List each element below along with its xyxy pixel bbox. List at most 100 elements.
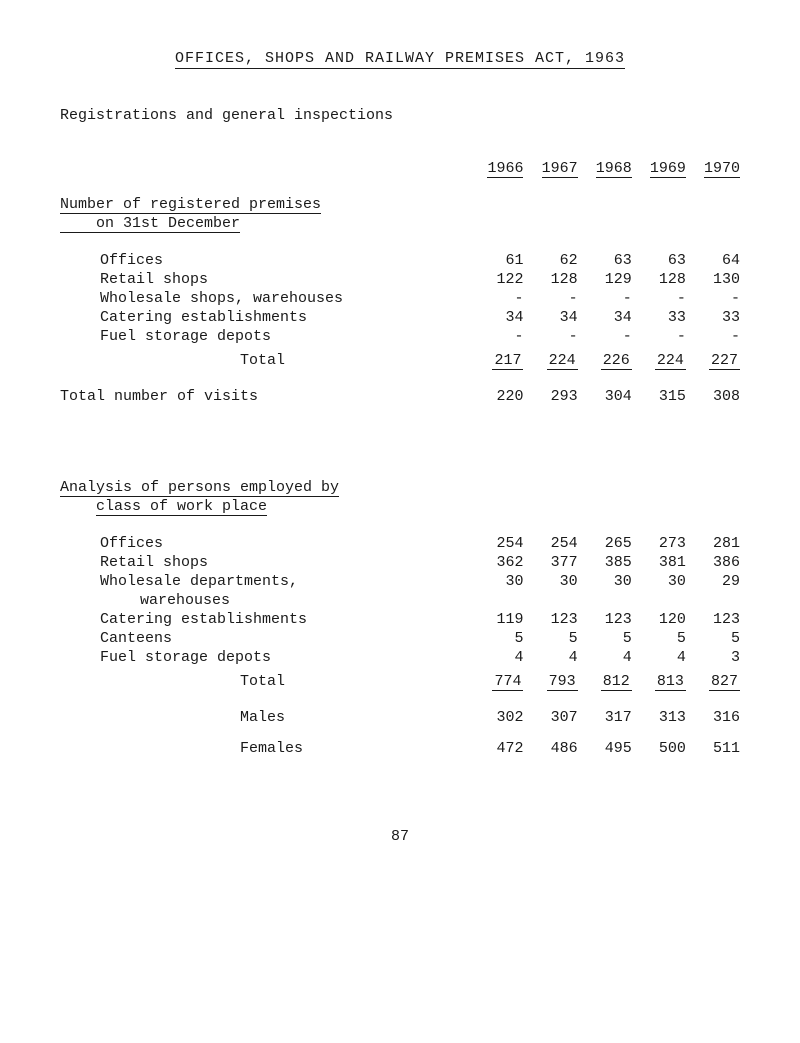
cell: 63 bbox=[632, 251, 686, 270]
cell: 226 bbox=[601, 352, 632, 370]
cell: 304 bbox=[578, 387, 632, 406]
table-row: warehouses bbox=[60, 591, 740, 610]
section2-head-b: class of work place bbox=[96, 498, 267, 516]
cell: 61 bbox=[469, 251, 523, 270]
data-table: 1966 1967 1968 1969 1970 Number of regis… bbox=[60, 159, 740, 758]
cell: 293 bbox=[523, 387, 577, 406]
year-col: 1968 bbox=[596, 160, 632, 178]
cell: - bbox=[632, 289, 686, 308]
table-row: Wholesale shops, warehouses - - - - - bbox=[60, 289, 740, 308]
cell: 64 bbox=[686, 251, 740, 270]
cell: 495 bbox=[578, 739, 632, 758]
cell: - bbox=[469, 327, 523, 346]
cell: 34 bbox=[523, 308, 577, 327]
cell: 4 bbox=[469, 648, 523, 667]
cell: 5 bbox=[686, 629, 740, 648]
cell: 30 bbox=[578, 572, 632, 591]
row-label: Wholesale departments, bbox=[60, 572, 469, 591]
total-row: Total 774 793 812 813 827 bbox=[60, 667, 740, 696]
page-number: 87 bbox=[60, 828, 740, 845]
cell: 827 bbox=[709, 673, 740, 691]
cell: - bbox=[632, 327, 686, 346]
cell: 4 bbox=[578, 648, 632, 667]
cell: - bbox=[469, 289, 523, 308]
cell: 33 bbox=[686, 308, 740, 327]
cell: 793 bbox=[547, 673, 578, 691]
cell: - bbox=[578, 327, 632, 346]
cell: 119 bbox=[469, 610, 523, 629]
cell: 377 bbox=[523, 553, 577, 572]
cell: 130 bbox=[686, 270, 740, 289]
cell: 281 bbox=[686, 534, 740, 553]
cell: 29 bbox=[686, 572, 740, 591]
cell: 34 bbox=[578, 308, 632, 327]
section2-head-a: Analysis of persons employed by bbox=[60, 479, 339, 497]
section1-head-b: on 31st December bbox=[60, 215, 240, 233]
cell: 381 bbox=[632, 553, 686, 572]
cell: 308 bbox=[686, 387, 740, 406]
year-col: 1966 bbox=[487, 160, 523, 178]
cell: 220 bbox=[469, 387, 523, 406]
cell: 313 bbox=[632, 708, 686, 727]
cell: 385 bbox=[578, 553, 632, 572]
table-row: Catering establishments 119 123 123 120 … bbox=[60, 610, 740, 629]
table-row: Retail shops 122 128 129 128 130 bbox=[60, 270, 740, 289]
row-label: Offices bbox=[60, 251, 469, 270]
cell: 122 bbox=[469, 270, 523, 289]
cell: 302 bbox=[469, 708, 523, 727]
row-label: Catering establishments bbox=[60, 610, 469, 629]
table-row: Wholesale departments, 30 30 30 30 29 bbox=[60, 572, 740, 591]
cell: 3 bbox=[686, 648, 740, 667]
females-label: Females bbox=[60, 739, 469, 758]
cell: 4 bbox=[632, 648, 686, 667]
cell: 317 bbox=[578, 708, 632, 727]
cell: 30 bbox=[469, 572, 523, 591]
cell: 486 bbox=[523, 739, 577, 758]
section1-head-a: Number of registered premises bbox=[60, 196, 321, 214]
row-label: Fuel storage depots bbox=[60, 327, 469, 346]
cell: 5 bbox=[469, 629, 523, 648]
cell: 254 bbox=[523, 534, 577, 553]
year-header-row: 1966 1967 1968 1969 1970 bbox=[60, 159, 740, 195]
cell: 123 bbox=[686, 610, 740, 629]
cell: 500 bbox=[632, 739, 686, 758]
cell: 5 bbox=[632, 629, 686, 648]
title-text: OFFICES, SHOPS AND RAILWAY PREMISES ACT,… bbox=[175, 50, 625, 69]
table-row: Offices 254 254 265 273 281 bbox=[60, 534, 740, 553]
table-row: Canteens 5 5 5 5 5 bbox=[60, 629, 740, 648]
cell: - bbox=[686, 327, 740, 346]
table-row: Males 302 307 317 313 316 bbox=[60, 708, 740, 727]
cell: - bbox=[578, 289, 632, 308]
total-label: Total bbox=[60, 667, 469, 696]
year-col: 1967 bbox=[542, 160, 578, 178]
cell: 265 bbox=[578, 534, 632, 553]
row-label: Wholesale shops, warehouses bbox=[60, 289, 469, 308]
year-col: 1969 bbox=[650, 160, 686, 178]
cell: 33 bbox=[632, 308, 686, 327]
cell: 62 bbox=[523, 251, 577, 270]
cell: 5 bbox=[523, 629, 577, 648]
cell: 511 bbox=[686, 739, 740, 758]
total-label: Total bbox=[60, 346, 469, 375]
males-label: Males bbox=[60, 708, 469, 727]
table-row: Females 472 486 495 500 511 bbox=[60, 739, 740, 758]
cell: 128 bbox=[632, 270, 686, 289]
cell: - bbox=[686, 289, 740, 308]
table-row: Retail shops 362 377 385 381 386 bbox=[60, 553, 740, 572]
cell: 472 bbox=[469, 739, 523, 758]
cell: - bbox=[523, 327, 577, 346]
section-header-row: Analysis of persons employed by class of… bbox=[60, 478, 740, 534]
cell: 774 bbox=[492, 673, 523, 691]
cell: 123 bbox=[578, 610, 632, 629]
cell: 315 bbox=[632, 387, 686, 406]
cell: - bbox=[523, 289, 577, 308]
row-label-extra: warehouses bbox=[60, 591, 469, 610]
cell: 224 bbox=[655, 352, 686, 370]
cell: 129 bbox=[578, 270, 632, 289]
section-header-row: Number of registered premises on 31st De… bbox=[60, 195, 740, 251]
cell: 273 bbox=[632, 534, 686, 553]
cell: 123 bbox=[523, 610, 577, 629]
row-label: Offices bbox=[60, 534, 469, 553]
row-label: Fuel storage depots bbox=[60, 648, 469, 667]
cell: 4 bbox=[523, 648, 577, 667]
